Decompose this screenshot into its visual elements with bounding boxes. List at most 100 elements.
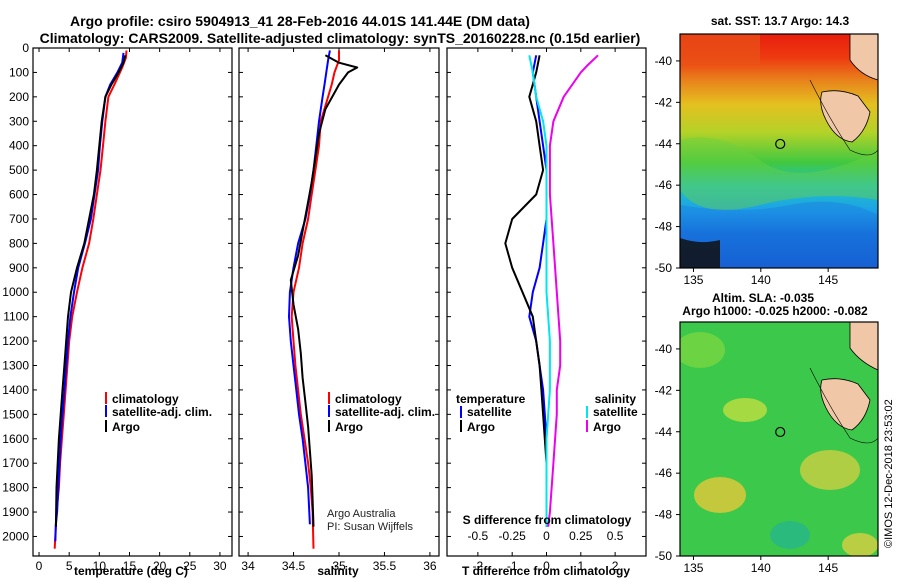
temperature-xlabel: temperature (deg C): [74, 564, 188, 578]
y-tick-label: 1800: [2, 481, 29, 495]
difference-xlabel: T difference from climatology: [462, 564, 630, 578]
y-tick-label: 1400: [2, 383, 29, 397]
x-tick-label: 5: [66, 559, 73, 573]
lat-tick-label: -44: [655, 137, 673, 151]
lon-tick-label: 135: [683, 561, 703, 575]
y-tick-label: 1200: [2, 334, 29, 348]
shelf-contour: [809, 367, 878, 444]
lon-tick-label: 135: [683, 273, 703, 287]
x-tick-label: 10: [93, 559, 107, 573]
y-tick-label: 100: [9, 65, 29, 79]
float-position-marker: [775, 426, 786, 438]
series-line-satellite-adj-clim-: [288, 50, 331, 525]
sla-blob: [800, 450, 860, 490]
sst-map-ticks: -40 -42 -44 -46 -48 -50 135 140 145: [655, 54, 839, 287]
legend-s-argo-label: Argo: [593, 420, 621, 434]
y-tick-label: 1500: [2, 407, 29, 421]
series-line-t-argo: [504, 55, 548, 527]
x-tick-label: -2: [473, 559, 484, 573]
y-tick-label: 1000: [2, 285, 29, 299]
credit-footer: ©IMOS 12-Dec-2018 23:53:02: [883, 399, 895, 548]
temperature-panel: 0100200300400500600700800900100011001200…: [2, 41, 233, 578]
temperature-axes-frame: [32, 47, 233, 557]
y-tick-label: 1900: [2, 505, 29, 519]
lat-tick-label: -40: [655, 54, 673, 68]
x-tick-label: 30: [213, 559, 227, 573]
x-tick-label: 34.5: [282, 559, 306, 573]
x-tick-label: 35: [332, 559, 346, 573]
series-line-s-satellite: [528, 55, 551, 527]
sla-blob: [842, 533, 878, 556]
series-line-t-satellite: [528, 55, 548, 527]
series-line-climatology: [53, 50, 128, 549]
y-tick-label: 500: [9, 163, 29, 177]
x-tick-label: 0: [543, 559, 550, 573]
legend-temperature-title: temperature: [456, 392, 526, 406]
legend-satellite-label: satellite-adj. clim.: [112, 405, 212, 419]
sst-map: sat. SST: 13.7 Argo: 14.3 -40-42-44-46-4…: [655, 14, 879, 287]
figure-title-line1: Argo profile: csiro 5904913_41 28-Feb-20…: [70, 13, 530, 29]
legend-t-argo-label: Argo: [467, 420, 495, 434]
sla-blob: [694, 477, 746, 513]
difference-legend: temperature satellite Argo salinity sate…: [456, 392, 638, 434]
sst-no-data: [680, 238, 720, 268]
top-tick-label: 0: [543, 529, 550, 543]
x-tick-label: 25: [183, 559, 197, 573]
legend-t-satellite-label: satellite: [467, 405, 512, 419]
lat-tick-label: -48: [655, 508, 673, 522]
sla-map-ticks: -40 -42 -44 -46 -48 -50 135 140 145: [655, 342, 839, 575]
sla-blob: [770, 521, 810, 549]
sla-blob: [680, 332, 725, 368]
difference-ticks: -2 -1 0 1 2: [447, 47, 646, 573]
lon-tick-label: 140: [751, 561, 771, 575]
sla-title-1: Altim. SLA: -0.035: [712, 291, 814, 305]
annotation-pi: PI: Susan Wijffels: [327, 521, 413, 533]
legend-climatology-label: climatology: [112, 392, 179, 406]
y-tick-label: 1100: [3, 310, 29, 324]
series-line-s-argo: [547, 54, 599, 527]
sla-map: Altim. SLA: -0.035 Argo h1000: -0.025 h2…: [655, 291, 879, 575]
top-tick-label: 0.25: [569, 529, 593, 543]
salinity-ticks: 34 34.5 35 35.5 36: [239, 47, 439, 573]
legend-argo-label: Argo: [112, 420, 140, 434]
legend-argo-label: Argo: [335, 420, 363, 434]
y-tick-label: 300: [9, 114, 29, 128]
salinity-series: [288, 50, 359, 549]
x-tick-label: 34: [241, 559, 255, 573]
salinity-panel: 34 34.5 35 35.5 36 salinity climatology sate…: [238, 47, 440, 578]
annotation-argo-australia: Argo Australia: [327, 508, 396, 520]
top-tick-label: 0.5: [607, 529, 624, 543]
top-tick-label: -0.25: [499, 529, 527, 543]
y-tick-label: 1300: [2, 359, 29, 373]
salinity-xlabel: salinity: [317, 564, 359, 578]
y-tick-label: 400: [9, 139, 29, 153]
figure-title-line2: Climatology: CARS2009. Satellite-adjuste…: [40, 30, 641, 46]
x-tick-label: 15: [123, 559, 137, 573]
sla-map-frame: [679, 321, 879, 557]
lat-tick-label: -40: [655, 342, 673, 356]
lon-tick-label: 145: [818, 273, 838, 287]
x-tick-label: 36: [423, 559, 437, 573]
legend-s-satellite-label: satellite: [593, 405, 638, 419]
legend-satellite-label: satellite-adj. clim.: [335, 405, 435, 419]
difference-panel: -2 -1 0 1 2 T difference from climatology S …: [446, 47, 647, 578]
x-tick-label: 2: [612, 559, 619, 573]
temperature-ticks: 0100200300400500600700800900100011001200…: [2, 41, 232, 573]
y-tick-label: 900: [9, 261, 29, 275]
y-tick-label: 1700: [2, 456, 29, 470]
difference-top-tick-labels: -0.5 -0.25 0 0.25 0.5: [468, 529, 624, 543]
shelf-contour: [809, 79, 878, 156]
sst-map-title: sat. SST: 13.7 Argo: 14.3: [711, 14, 850, 28]
salinity-axes-frame: [238, 47, 440, 557]
y-tick-label: 600: [9, 188, 29, 202]
series-line-climatology: [290, 50, 340, 549]
tasmania: [820, 378, 871, 431]
lat-tick-label: -42: [655, 95, 673, 109]
y-tick-label: 2000: [2, 529, 29, 543]
tasmania: [820, 90, 871, 143]
lat-tick-label: -50: [655, 549, 673, 563]
series-line-satellite-adj-clim-: [54, 52, 125, 542]
temperature-series: [53, 50, 128, 549]
lat-tick-label: -44: [655, 425, 673, 439]
x-tick-label: 35.5: [373, 559, 397, 573]
